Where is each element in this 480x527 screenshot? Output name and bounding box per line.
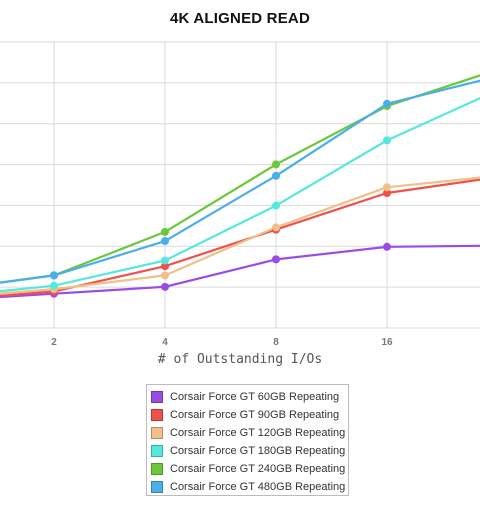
legend-item[interactable]: Corsair Force GT 180GB Repeating	[147, 442, 348, 460]
series-line	[0, 79, 480, 284]
data-point	[272, 171, 280, 180]
legend-item[interactable]: Corsair Force GT 480GB Repeating	[147, 478, 348, 496]
legend-item[interactable]: Corsair Force GT 60GB Repeating	[147, 388, 348, 406]
legend-swatch	[151, 427, 163, 439]
data-point	[383, 189, 391, 198]
legend-item[interactable]: Corsair Force GT 90GB Repeating	[147, 406, 348, 424]
series-line	[0, 244, 480, 299]
series-line	[0, 176, 480, 295]
legend-swatch	[151, 391, 163, 403]
data-point	[272, 201, 280, 210]
data-point	[161, 271, 169, 280]
data-point	[161, 227, 169, 236]
legend-label: Corsair Force GT 480GB Repeating	[170, 481, 346, 493]
x-tick-label: 2	[51, 337, 57, 348]
series-line	[0, 74, 480, 284]
data-point	[383, 99, 391, 108]
data-point	[161, 262, 169, 271]
x-axis-label: # of Outstanding I/Os	[157, 352, 323, 367]
legend-swatch	[151, 481, 163, 493]
data-point	[272, 223, 280, 232]
data-point	[161, 256, 169, 265]
series-points	[50, 99, 391, 298]
chart-title: 4K ALIGNED READ	[170, 10, 310, 27]
series-line	[0, 178, 480, 297]
legend-label: Corsair Force GT 90GB Repeating	[170, 409, 340, 421]
legend-label: Corsair Force GT 120GB Repeating	[170, 427, 346, 439]
legend-label: Corsair Force GT 180GB Repeating	[170, 445, 346, 457]
data-point	[383, 183, 391, 192]
data-point	[383, 136, 391, 145]
x-tick-label: 16	[381, 337, 393, 348]
x-tick-label: 8	[273, 337, 279, 348]
series-line	[0, 96, 480, 293]
legend-swatch	[151, 463, 163, 475]
legend-swatch	[151, 445, 163, 457]
legend-swatch	[151, 409, 163, 421]
legend-item[interactable]: Corsair Force GT 240GB Repeating	[147, 460, 348, 478]
data-point	[50, 271, 58, 280]
x-axis-ticks: 2 4 8 16	[51, 337, 393, 348]
data-point	[383, 242, 391, 251]
legend-item[interactable]: Corsair Force GT 120GB Repeating	[147, 424, 348, 442]
data-point	[272, 255, 280, 264]
data-point	[272, 160, 280, 169]
data-point	[161, 237, 169, 246]
data-point	[161, 282, 169, 291]
legend: Corsair Force GT 60GB Repeating Corsair …	[146, 384, 349, 496]
x-tick-label: 4	[162, 337, 168, 348]
series-lines	[0, 74, 480, 299]
data-point	[50, 281, 58, 290]
legend-label: Corsair Force GT 60GB Repeating	[170, 391, 340, 403]
legend-label: Corsair Force GT 240GB Repeating	[170, 463, 346, 475]
